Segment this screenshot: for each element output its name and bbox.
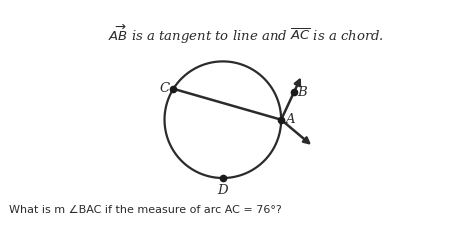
Text: What is m ∠BAC if the measure of arc AC = 76°?: What is m ∠BAC if the measure of arc AC … xyxy=(9,205,282,215)
Text: A: A xyxy=(285,112,294,125)
Text: $\overrightarrow{AB}$ is a tangent to line and $\overline{AC}$ is a chord.: $\overrightarrow{AB}$ is a tangent to li… xyxy=(108,23,384,46)
Text: C: C xyxy=(159,82,169,95)
Text: B: B xyxy=(298,86,307,99)
Text: D: D xyxy=(218,184,228,197)
